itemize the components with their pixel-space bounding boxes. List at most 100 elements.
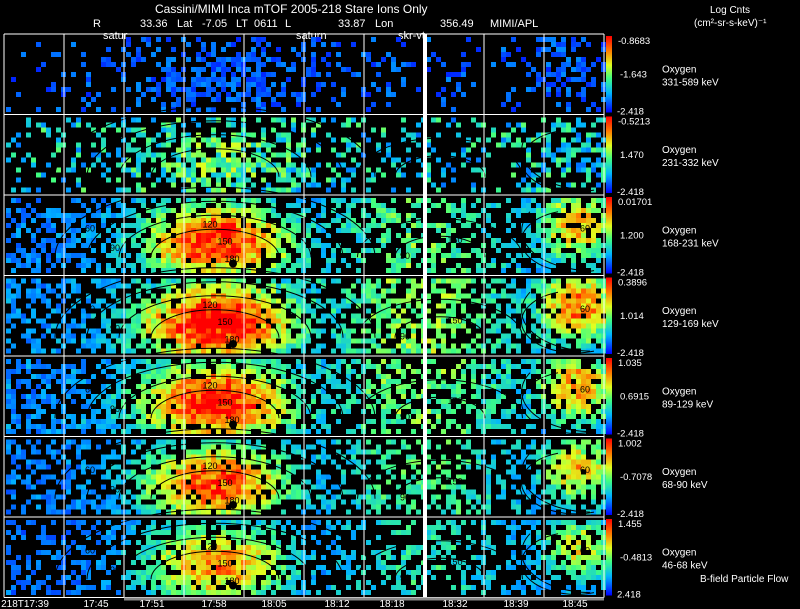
heat-cell (426, 268, 431, 273)
heat-cell (256, 248, 261, 253)
heat-cell (551, 228, 556, 233)
heat-cell (76, 142, 81, 148)
heat-cell (546, 379, 551, 384)
heat-cell (86, 102, 91, 107)
heat-cell (566, 182, 571, 188)
heat-cell (436, 313, 441, 319)
heat-cell (556, 72, 561, 77)
heat-cell (176, 313, 181, 319)
heat-cell (371, 172, 376, 178)
heat-cell (586, 142, 591, 148)
heat-cell (66, 469, 71, 475)
heat-cell (561, 203, 566, 208)
heat-cell (186, 42, 191, 47)
heat-cell (126, 142, 131, 148)
heat-cell (456, 218, 461, 223)
heat-cell (441, 348, 446, 354)
heat-cell (266, 243, 271, 248)
heat-cell (36, 409, 41, 414)
heat-cell (446, 459, 451, 465)
heat-cell (51, 474, 56, 480)
heat-cell (391, 67, 396, 72)
heat-cell (136, 318, 141, 324)
heat-cell (126, 414, 131, 419)
heat-cell (161, 107, 166, 112)
heat-cell (486, 424, 491, 429)
heat-cell (261, 157, 266, 163)
heat-cell (531, 243, 536, 248)
heat-cell (491, 399, 496, 404)
heat-cell (246, 298, 251, 304)
heat-cell (186, 132, 191, 138)
heat-cell (186, 243, 191, 248)
heat-cell (186, 278, 191, 284)
heat-cell (286, 399, 291, 404)
heat-cell (296, 278, 301, 284)
heat-cell (501, 102, 506, 107)
heat-cell (201, 243, 206, 248)
heat-cell (206, 107, 211, 112)
heat-cell (96, 107, 101, 112)
heat-cell (496, 419, 501, 424)
heat-cell (596, 258, 601, 263)
heat-cell (281, 449, 286, 455)
heat-cell (386, 142, 391, 148)
heat-cell (556, 323, 561, 329)
heat-cell (276, 389, 281, 394)
heat-cell (261, 52, 266, 57)
heat-cell (286, 474, 291, 480)
heat-cell (191, 203, 196, 208)
heat-cell (466, 293, 471, 299)
heat-cell (366, 338, 371, 344)
heat-cell (586, 283, 591, 289)
heat-cell (386, 288, 391, 294)
heat-cell (316, 318, 321, 324)
heat-cell (536, 359, 541, 364)
heat-cell (176, 328, 181, 334)
heat-cell (396, 429, 401, 434)
heat-cell (306, 72, 311, 77)
heat-cell (216, 439, 221, 445)
heat-cell (416, 223, 421, 228)
heat-cell (386, 82, 391, 87)
heat-cell (406, 218, 411, 223)
heat-cell (446, 162, 451, 168)
heat-cell (461, 67, 466, 72)
heat-cell (106, 409, 111, 414)
heat-cell (11, 303, 16, 309)
heat-cell (561, 218, 566, 223)
heat-cell (186, 92, 191, 97)
heat-cell (166, 409, 171, 414)
heat-cell (416, 198, 421, 203)
heat-cell (356, 389, 361, 394)
heat-cell (296, 147, 301, 153)
heat-cell (231, 208, 236, 213)
heat-cell (441, 338, 446, 344)
heat-cell (16, 263, 21, 268)
heat-cell (291, 369, 296, 374)
heat-cell (551, 424, 556, 429)
heat-cell (576, 449, 581, 455)
heat-cell (571, 414, 576, 419)
heat-cell (186, 404, 191, 409)
heat-cell (296, 364, 301, 369)
heat-cell (431, 409, 436, 414)
heat-cell (151, 328, 156, 334)
heat-cell (16, 243, 21, 248)
heat-cell (376, 364, 381, 369)
heat-cell (146, 323, 151, 329)
heat-cell (226, 278, 231, 284)
heat-cell (596, 328, 601, 334)
heat-cell (131, 414, 136, 419)
heat-cell (226, 82, 231, 87)
heat-cell (456, 82, 461, 87)
heat-cell (261, 132, 266, 138)
heat-cell (141, 429, 146, 434)
heat-cell (166, 223, 171, 228)
heat-cell (161, 258, 166, 263)
heat-cell (356, 122, 361, 128)
heat-cell (456, 379, 461, 384)
heat-cell (306, 404, 311, 409)
heat-cell (341, 223, 346, 228)
heat-cell (211, 424, 216, 429)
